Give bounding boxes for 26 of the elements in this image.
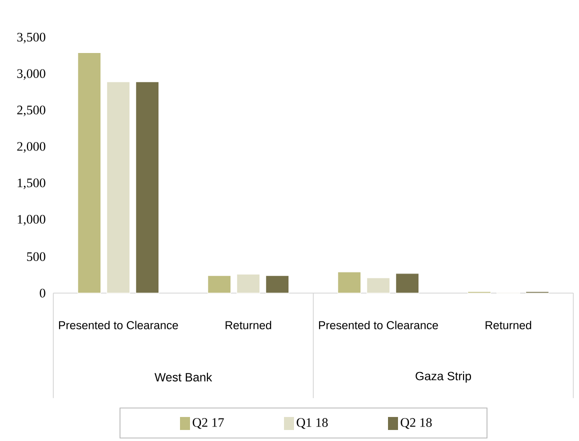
bar bbox=[266, 275, 290, 294]
bar bbox=[236, 274, 260, 294]
bar bbox=[136, 82, 160, 294]
legend-label: Q2 17 bbox=[192, 418, 224, 429]
x-tick-label: Returned bbox=[226, 320, 272, 330]
y-tick-label: 3,000 bbox=[17, 69, 46, 80]
legend-label: Q2 18 bbox=[400, 418, 432, 429]
x-tick-label: Returned bbox=[486, 320, 532, 330]
bar bbox=[106, 82, 130, 294]
x-tick-label: Presented to Clearance bbox=[59, 320, 178, 330]
y-tick-label: 1,500 bbox=[18, 178, 46, 190]
bar bbox=[78, 52, 102, 294]
y-tick-label: 3,500 bbox=[17, 32, 46, 44]
bar bbox=[208, 275, 232, 294]
bar bbox=[366, 277, 390, 294]
text: Gaza Strip bbox=[416, 372, 472, 383]
text: West Bank bbox=[154, 372, 212, 382]
y-tick-label: 2,500 bbox=[17, 106, 46, 116]
y-tick-label: 500 bbox=[27, 252, 46, 262]
y-tick-label: 2,000 bbox=[17, 142, 46, 153]
y-tick-label: 1,000 bbox=[18, 214, 46, 226]
bar bbox=[396, 273, 420, 294]
x-tick-label: Presented to Clearance bbox=[319, 320, 438, 330]
y-tick-label: 0 bbox=[40, 288, 46, 298]
bar bbox=[338, 272, 362, 294]
legend-label: Q1 18 bbox=[296, 418, 328, 429]
